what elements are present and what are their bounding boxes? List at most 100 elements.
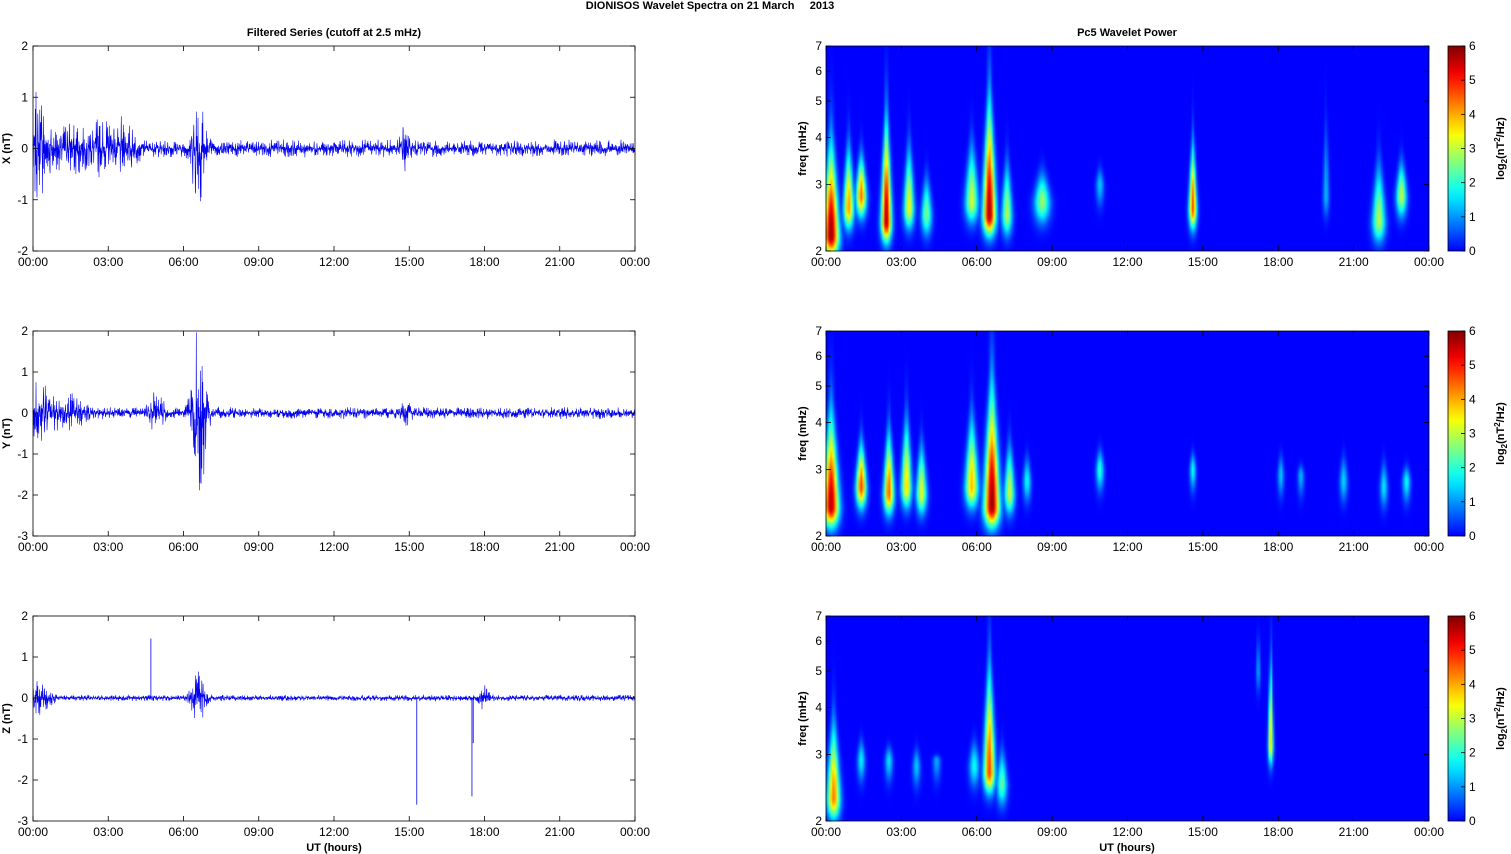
x-tick-label: 00:00 — [620, 825, 650, 839]
wavelet-panel: 2 3 4 5 6 7 00:00 03:00 06:00 09:00 12:00 15:00 18:0… — [797, 39, 1509, 269]
colorbar-tick-label: 6 — [1469, 324, 1476, 338]
x-tick-label: 09:00 — [1037, 255, 1067, 269]
timeseries-panel: 210-1-2-300:00 03:00 06:00 09:00 12:00 15:00 1… — [1, 609, 650, 839]
x-tick-label: 00:00 — [620, 540, 650, 554]
x-tick-label: 09:00 — [244, 825, 274, 839]
left-xlabel: UT (hours) — [306, 842, 362, 854]
x-tick-label: 00:00 — [18, 825, 48, 839]
y-tick-label: 0 — [21, 406, 28, 420]
y-tick-label: 2 — [21, 609, 28, 623]
x-tick-label: 12:00 — [319, 540, 349, 554]
colorbar-tick-label: 6 — [1469, 39, 1476, 53]
x-tick-label: 18:00 — [1263, 255, 1293, 269]
x-tick-label: 06:00 — [962, 255, 992, 269]
x-tick-label: 15:00 — [394, 255, 424, 269]
plot-area — [33, 331, 635, 536]
colorbar-tick-label: 5 — [1469, 73, 1476, 87]
x-tick-label: 12:00 — [1112, 825, 1142, 839]
y-tick-label: 5 — [815, 664, 822, 678]
y-tick-label: 2 — [815, 529, 822, 543]
colorbar-tick-label: 1 — [1469, 495, 1476, 509]
series-trace — [32, 332, 636, 491]
x-tick-label: 06:00 — [962, 825, 992, 839]
x-tick-label: 03:00 — [886, 255, 916, 269]
x-tick-label: 12:00 — [319, 825, 349, 839]
colorbar-tick-label: 0 — [1469, 529, 1476, 543]
wavelet-power-image — [826, 46, 1429, 251]
x-tick-label: 15:00 — [1188, 825, 1218, 839]
x-tick-label: 21:00 — [1339, 540, 1369, 554]
plot-area — [33, 616, 635, 821]
x-tick-label: 00:00 — [18, 540, 48, 554]
series-trace — [32, 671, 636, 719]
y-tick-label: 5 — [815, 379, 822, 393]
y-tick-label: -1 — [17, 193, 28, 207]
wavelet-power-image — [826, 616, 1429, 821]
y-tick-label: 3 — [815, 178, 822, 192]
y-axis-label: freq (mHz) — [797, 121, 809, 176]
y-tick-label: 3 — [815, 748, 822, 762]
x-tick-label: 00:00 — [620, 255, 650, 269]
x-tick-label: 09:00 — [1037, 540, 1067, 554]
wavelet-panel: 2 3 4 5 6 7 00:00 03:00 06:00 09:00 12:00 15:00 18:0… — [797, 324, 1509, 554]
colorbar-label: log2(nT2/Hz) — [1493, 402, 1509, 465]
x-tick-label: 00:00 — [811, 255, 841, 269]
colorbar-tick-label: 5 — [1469, 643, 1476, 657]
y-axis-label: freq (mHz) — [797, 691, 809, 746]
x-tick-label: 21:00 — [1339, 255, 1369, 269]
x-tick-label: 00:00 — [811, 825, 841, 839]
x-tick-label: 21:00 — [545, 825, 575, 839]
y-tick-label: 2 — [21, 324, 28, 338]
figure-suptitle: DIONISOS Wavelet Spectra on 21 March 201… — [586, 0, 834, 12]
x-tick-label: 03:00 — [93, 540, 123, 554]
y-tick-label: 6 — [815, 349, 822, 363]
colorbar-tick-label: 3 — [1469, 712, 1476, 726]
y-tick-label: 4 — [815, 416, 822, 430]
x-tick-label: 18:00 — [1263, 825, 1293, 839]
colorbar-tick-label: 4 — [1469, 677, 1476, 691]
colorbar-tick-label: 1 — [1469, 210, 1476, 224]
colorbar-tick-label: 0 — [1469, 244, 1476, 258]
x-tick-label: 18:00 — [469, 255, 499, 269]
colorbar-tick-label: 3 — [1469, 427, 1476, 441]
x-tick-label: 06:00 — [168, 825, 198, 839]
y-tick-label: 0 — [21, 142, 28, 156]
y-tick-label: 5 — [815, 94, 822, 108]
colorbar-tick-label: 2 — [1469, 746, 1476, 760]
x-tick-label: 03:00 — [93, 825, 123, 839]
y-tick-label: 7 — [815, 609, 822, 623]
x-tick-label: 03:00 — [886, 825, 916, 839]
y-tick-label: 2 — [21, 39, 28, 53]
y-tick-label: 4 — [815, 701, 822, 715]
x-tick-label: 00:00 — [811, 540, 841, 554]
y-tick-label: 0 — [21, 691, 28, 705]
y-axis-label: Z (nT) — [1, 703, 13, 734]
x-tick-label: 09:00 — [1037, 825, 1067, 839]
x-tick-label: 15:00 — [394, 825, 424, 839]
right-xlabel: UT (hours) — [1099, 842, 1155, 854]
colorbar-label: log2(nT2/Hz) — [1493, 117, 1509, 180]
x-tick-label: 09:00 — [244, 255, 274, 269]
y-tick-label: -3 — [17, 529, 28, 543]
colorbar-label: log2(nT2/Hz) — [1493, 687, 1509, 750]
y-axis-label: X (nT) — [1, 133, 13, 164]
timeseries-panel: 210-1-200:00 03:00 06:00 09:00 12:00 15:00 18:… — [1, 39, 650, 269]
x-tick-label: 12:00 — [1112, 540, 1142, 554]
y-tick-label: 1 — [21, 365, 28, 379]
y-tick-label: 6 — [815, 64, 822, 78]
x-tick-label: 00:00 — [1414, 255, 1444, 269]
colorbar-tick-label: 4 — [1469, 392, 1476, 406]
y-tick-label: -3 — [17, 814, 28, 828]
y-axis-label: Y (nT) — [1, 418, 13, 449]
x-tick-label: 00:00 — [1414, 825, 1444, 839]
y-axis-label: freq (mHz) — [797, 406, 809, 461]
x-tick-label: 21:00 — [1339, 825, 1369, 839]
timeseries-panel: 210-1-2-300:00 03:00 06:00 09:00 12:00 15:00 1… — [1, 324, 650, 554]
y-tick-label: 4 — [815, 131, 822, 145]
y-tick-label: 1 — [21, 650, 28, 664]
y-tick-label: -1 — [17, 732, 28, 746]
colorbar-tick-label: 5 — [1469, 358, 1476, 372]
y-tick-label: 7 — [815, 324, 822, 338]
x-tick-label: 03:00 — [886, 540, 916, 554]
